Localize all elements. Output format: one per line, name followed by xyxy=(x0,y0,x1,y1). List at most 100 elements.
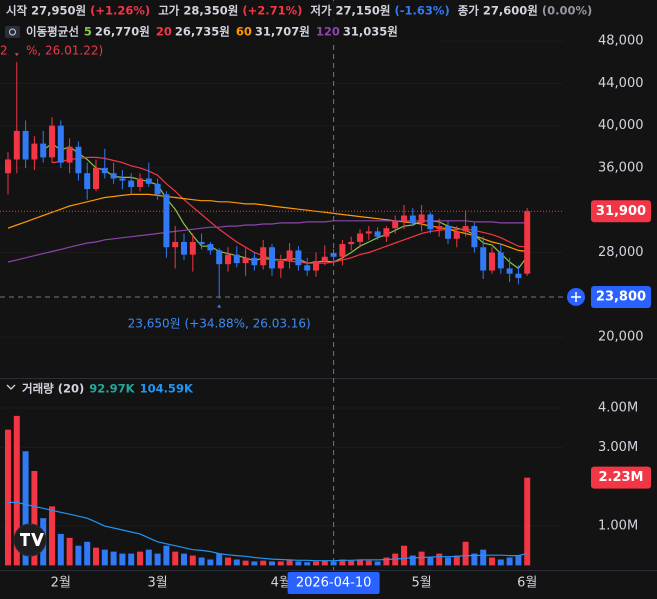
volume-bar xyxy=(84,541,91,566)
volume-bar xyxy=(348,560,355,566)
candle-body xyxy=(418,214,425,223)
candle-body xyxy=(462,226,469,232)
volume-bar xyxy=(524,477,531,566)
moving-average-line xyxy=(7,220,528,263)
volume-bar xyxy=(357,559,363,566)
candle-body xyxy=(119,178,126,181)
candle-body xyxy=(110,173,117,179)
y-tick-label: 40,000 xyxy=(598,118,644,133)
legend-value: 26,735원 xyxy=(175,25,230,39)
volume-bar xyxy=(22,451,29,566)
candle-body xyxy=(93,167,99,190)
candle-body xyxy=(401,215,407,221)
candle-body xyxy=(445,226,451,239)
candle-body xyxy=(198,241,205,245)
legend-label: 고가 xyxy=(158,4,180,18)
volume-bar xyxy=(207,559,214,566)
volume-bar xyxy=(313,561,319,566)
legend-value: 26,770원 xyxy=(95,25,150,39)
candle-body xyxy=(506,268,513,274)
volume-bar xyxy=(128,553,135,566)
volume-bar xyxy=(453,555,460,566)
candle-body xyxy=(515,273,522,278)
volume-bar xyxy=(13,415,20,566)
candle-body xyxy=(260,247,267,266)
moving-average-line xyxy=(42,142,528,270)
volume-bar xyxy=(409,555,416,566)
candle-body xyxy=(189,241,196,255)
legend-change: (0.00%) xyxy=(542,4,592,18)
volume-bar xyxy=(5,429,11,566)
volume-bar xyxy=(401,545,407,566)
legend-label: 저가 xyxy=(310,4,332,18)
legend-series-name: 5 xyxy=(84,25,92,39)
volume-bar xyxy=(242,560,249,566)
candle-body xyxy=(374,231,381,237)
candle-body xyxy=(216,250,223,265)
low-marker xyxy=(217,304,222,308)
volume-bar xyxy=(137,551,143,566)
volume-bar xyxy=(427,557,434,566)
volume-bar xyxy=(295,561,302,566)
candle-body xyxy=(313,260,319,271)
volume-bar xyxy=(339,559,346,566)
candle-body xyxy=(304,265,311,271)
candle-body xyxy=(128,180,135,187)
volume-bar xyxy=(216,553,223,566)
volume-bar xyxy=(321,560,328,566)
volume-bar xyxy=(163,545,170,566)
y-tick-label: 1.00M xyxy=(598,519,638,534)
volume-bar xyxy=(251,561,258,566)
candle-body xyxy=(22,130,29,160)
visibility-icon-eye xyxy=(9,28,16,36)
candle-body xyxy=(57,125,64,163)
candle-body xyxy=(383,228,390,237)
volume-bar xyxy=(374,561,381,566)
volume-bar xyxy=(462,541,469,566)
volume-bar xyxy=(489,557,495,566)
y-tick-label: 3.00M xyxy=(598,440,638,455)
legend-value: 27,600원 xyxy=(483,4,538,18)
candle-body xyxy=(348,241,355,245)
volume-bar xyxy=(110,551,117,566)
y-tick-label: 4.00M xyxy=(598,401,638,416)
y-tick-label: 44,000 xyxy=(598,76,644,91)
candle-body xyxy=(154,183,161,195)
volume-bar xyxy=(233,559,240,566)
volume-bar xyxy=(198,557,205,566)
legend-change: (+2.71%) xyxy=(242,4,302,18)
volume-bar xyxy=(365,560,372,566)
legend-value: 92.97K xyxy=(89,382,135,396)
candle-body xyxy=(163,194,170,248)
candle-body xyxy=(172,241,179,248)
crosshair-price-label: 23,800 xyxy=(596,289,646,304)
crosshair-price-label-bg xyxy=(591,285,651,308)
legend-value: 31,707원 xyxy=(255,25,310,39)
legend-value: 104.59K xyxy=(140,382,194,396)
volume-bar xyxy=(383,557,390,566)
legend-series-name: 20 xyxy=(156,25,172,39)
candle-body xyxy=(427,214,434,230)
candle-body xyxy=(436,226,443,230)
legend-value: 27,150원 xyxy=(336,4,391,18)
visibility-icon xyxy=(5,26,20,38)
volume-bar xyxy=(119,553,126,566)
logo-glyph xyxy=(20,533,44,546)
volume-bar xyxy=(260,560,267,566)
high-annotation: 2 xyxy=(0,44,8,58)
legend-bg xyxy=(0,1,440,43)
candle-body xyxy=(321,256,328,261)
low-annotation: 23,650원 (+34.88%, 26.03.16) xyxy=(128,317,311,331)
volume-bar xyxy=(418,551,425,566)
volume-average-line xyxy=(8,501,528,562)
last-price-label-bg xyxy=(591,200,651,223)
volume-bar xyxy=(101,549,108,566)
volume-bar xyxy=(75,545,82,566)
candle-body xyxy=(225,254,231,265)
candle-body xyxy=(242,257,249,264)
volume-bar xyxy=(304,562,311,566)
legend-title: 거래량 (20) xyxy=(22,382,84,396)
volume-bar xyxy=(189,555,196,566)
candle-body xyxy=(339,244,346,257)
